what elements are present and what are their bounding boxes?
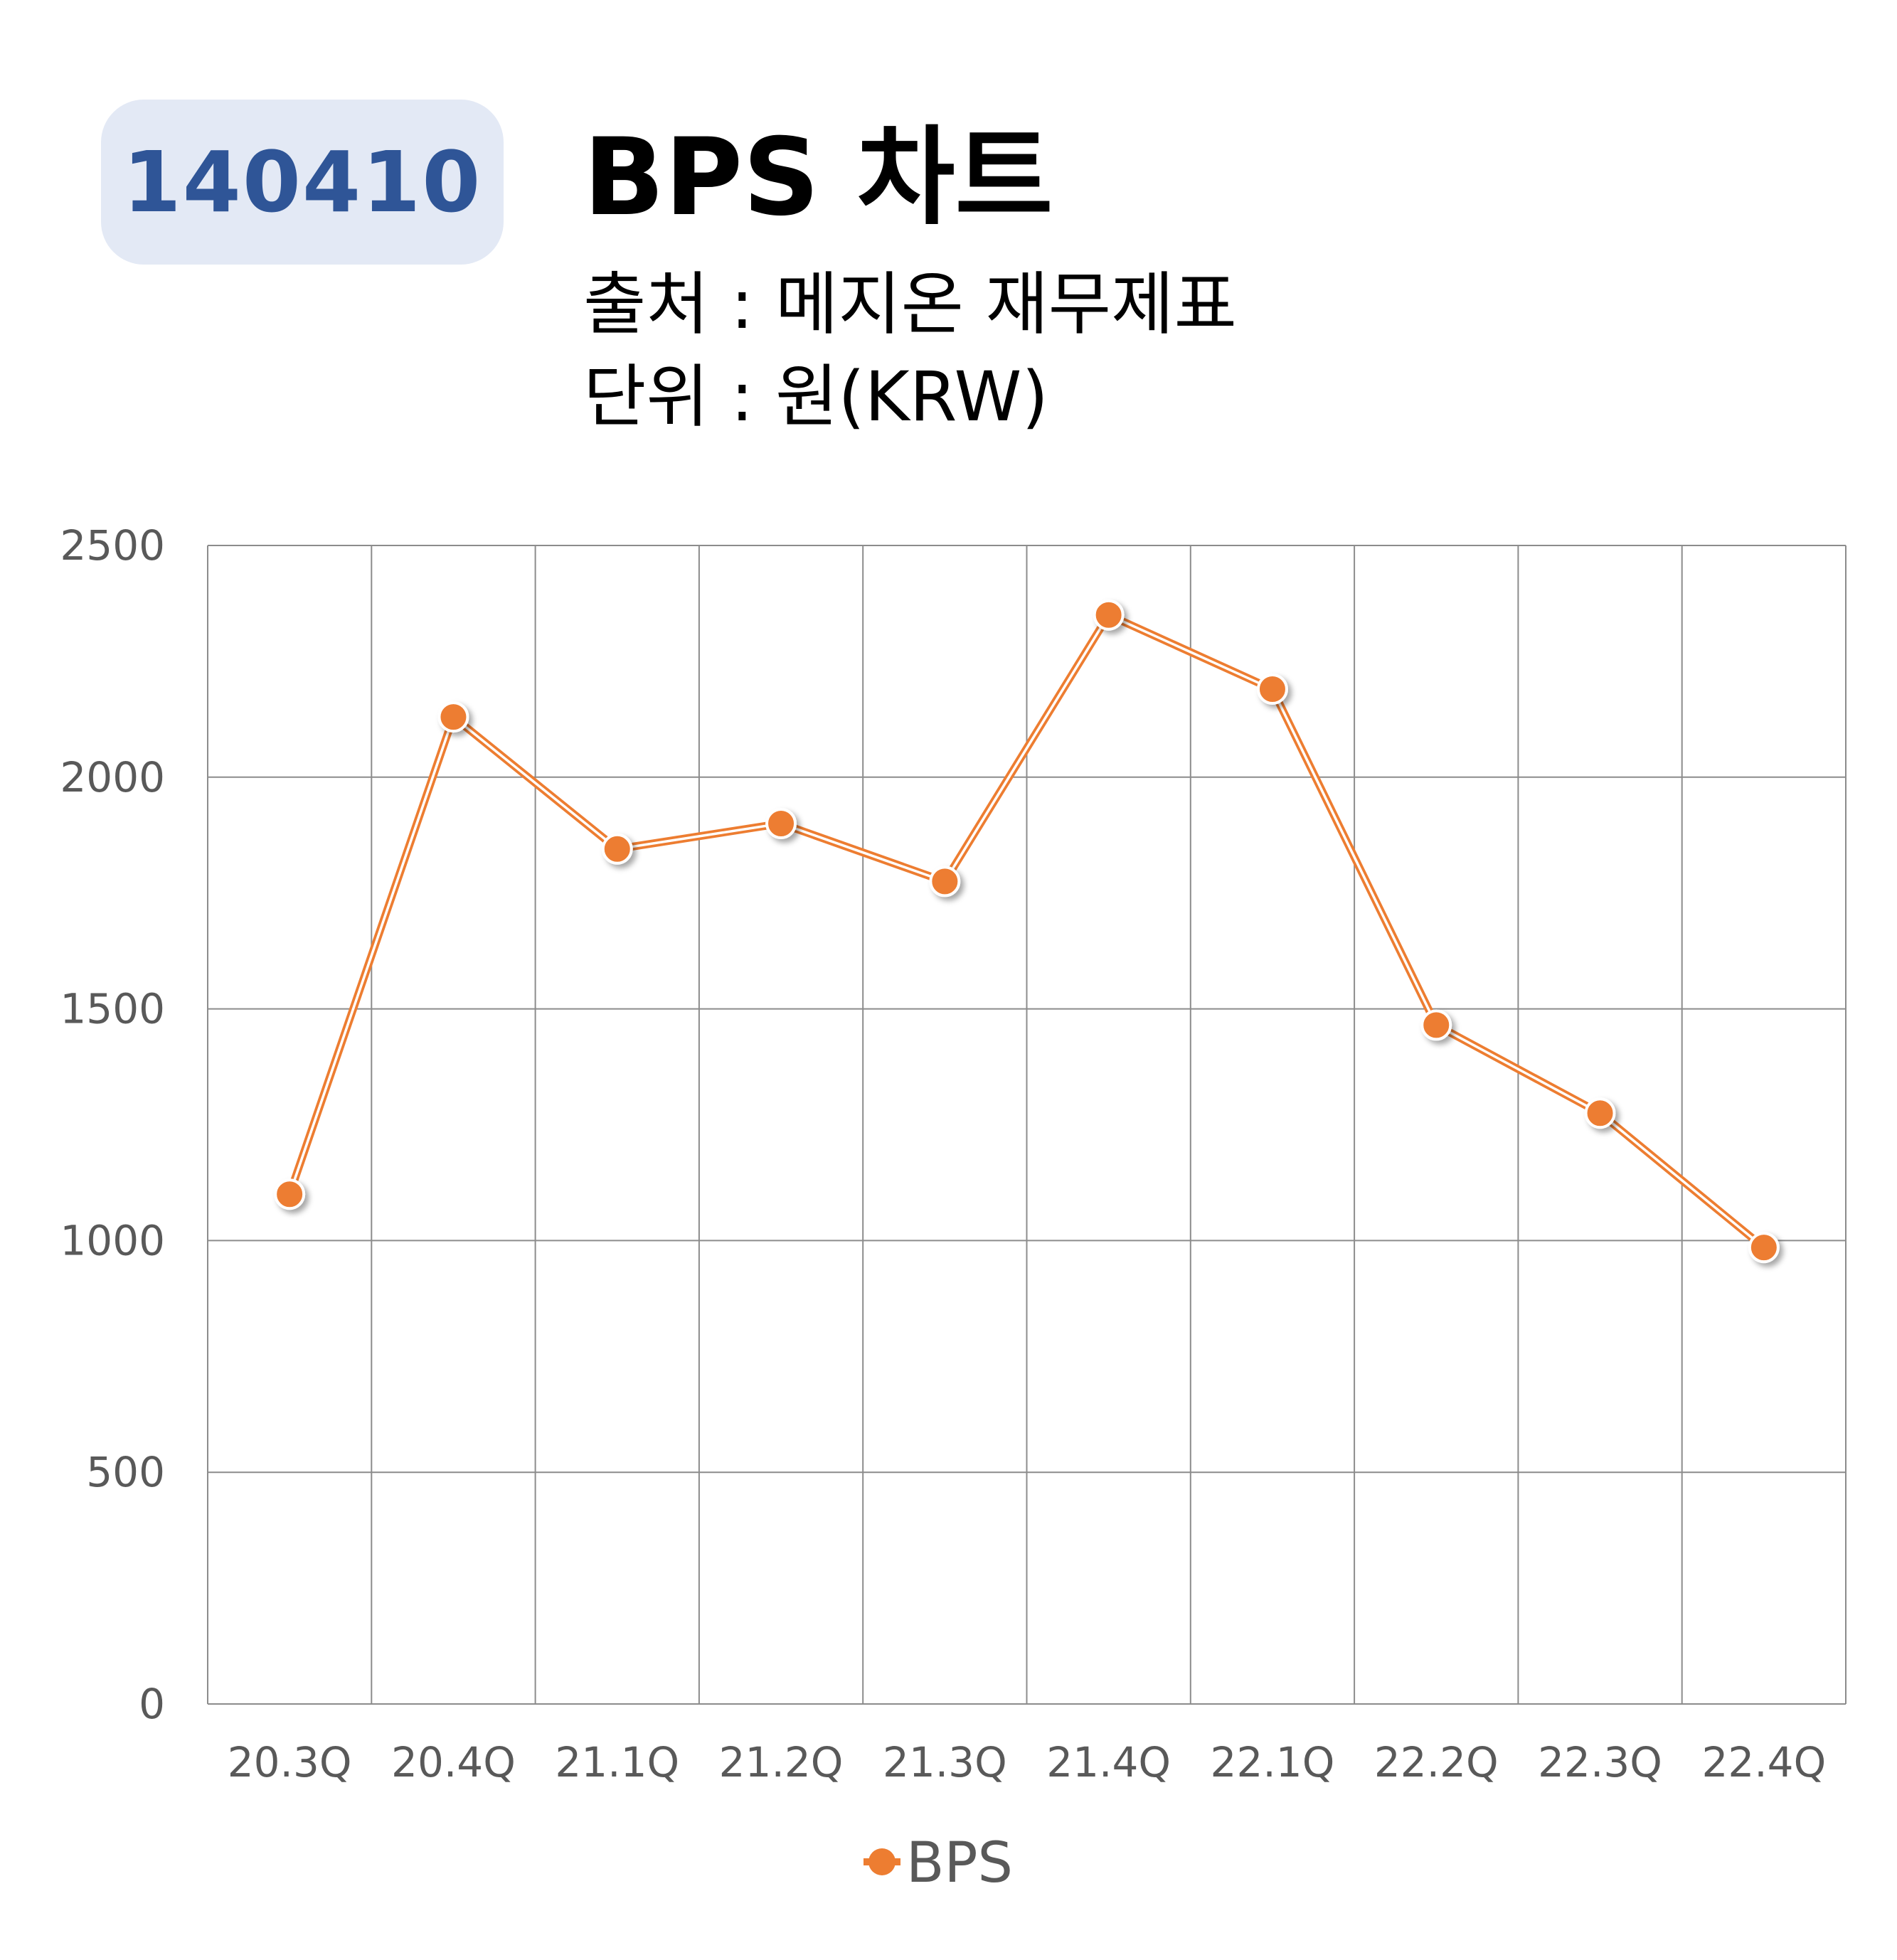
- x-tick-label: 21.3Q: [883, 1738, 1007, 1786]
- chart-title: BPS 차트: [583, 116, 1053, 240]
- series-bps: [274, 599, 1780, 1264]
- x-tick-label: 22.2Q: [1374, 1738, 1499, 1786]
- y-tick-label: 2500: [60, 521, 165, 570]
- series-line-inner: [288, 613, 1765, 1249]
- y-tick-label: 2000: [60, 753, 165, 801]
- x-tick-label: 22.3Q: [1538, 1738, 1662, 1786]
- x-tick-label: 21.2Q: [719, 1738, 844, 1786]
- unit-label: 단위 : 원(KRW): [583, 357, 1048, 437]
- data-point: [274, 1178, 306, 1210]
- x-tick-label: 21.1Q: [555, 1738, 679, 1786]
- data-point: [1256, 673, 1288, 705]
- data-point: [1748, 1232, 1780, 1264]
- x-tick-label: 21.4Q: [1046, 1738, 1171, 1786]
- data-point: [601, 833, 633, 865]
- legend-marker: [868, 1848, 896, 1875]
- stock-code: 140410: [122, 133, 482, 231]
- y-axis-ticks: 0 500 1000 1500 2000 2500: [60, 521, 165, 1728]
- legend: BPS: [864, 1831, 1013, 1895]
- x-tick-label: 20.4Q: [391, 1738, 516, 1786]
- x-tick-label: 22.1Q: [1211, 1738, 1335, 1786]
- y-tick-label: 0: [139, 1680, 165, 1728]
- data-point: [1420, 1009, 1452, 1041]
- stock-code-badge: 140410: [101, 100, 504, 265]
- y-tick-label: 1000: [60, 1216, 165, 1264]
- data-point: [929, 866, 961, 898]
- bps-line-chart: 0 500 1000 1500 2000 2500 20.3Q 20.4Q 21.1Q 21.2…: [60, 521, 1846, 1895]
- grid-lines: [207, 545, 1846, 1705]
- x-axis-ticks: 20.3Q 20.4Q 21.1Q 21.2Q 21.3Q 21.4Q 22.1Q 22.2Q…: [228, 1738, 1826, 1786]
- data-point: [765, 807, 797, 839]
- y-tick-label: 500: [86, 1448, 165, 1496]
- x-tick-label: 22.4Q: [1701, 1738, 1826, 1786]
- data-point: [1093, 599, 1125, 631]
- data-point: [437, 701, 469, 733]
- data-point: [1584, 1097, 1616, 1129]
- x-tick-label: 20.3Q: [228, 1738, 352, 1786]
- legend-label: BPS: [906, 1831, 1013, 1895]
- source-label: 출처 : 메지온 재무제표: [583, 265, 1237, 344]
- y-tick-label: 1500: [60, 985, 165, 1033]
